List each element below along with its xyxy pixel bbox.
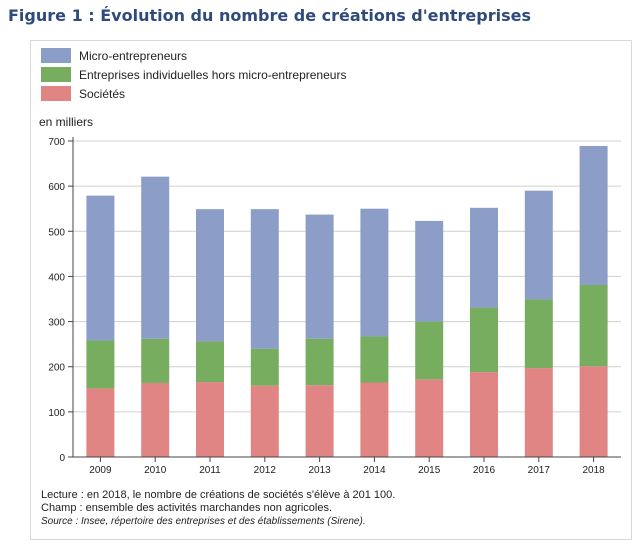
bar-segment-societes xyxy=(470,372,498,457)
legend-item-ei: Entreprises individuelles hors micro-ent… xyxy=(41,65,346,84)
legend-label-societes: Sociétés xyxy=(79,86,126,101)
chart-notes: Lecture : en 2018, le nombre de création… xyxy=(41,489,395,528)
y-tick-label: 600 xyxy=(48,182,65,193)
legend-swatch-ei xyxy=(41,67,71,82)
y-axis-unit-label: en milliers xyxy=(39,115,94,129)
bar-segment-ei xyxy=(415,321,444,380)
x-tick-label: 2009 xyxy=(89,465,112,476)
x-tick-label: 2014 xyxy=(363,465,386,476)
bar-segment-societes xyxy=(305,385,334,457)
legend-swatch-societes xyxy=(41,86,71,101)
bar-segment-societes xyxy=(579,366,608,457)
y-tick-label: 500 xyxy=(48,227,65,238)
bar-segment-societes xyxy=(86,388,115,457)
note-source: Source : Insee, répertoire des entrepris… xyxy=(41,516,366,527)
y-tick-label: 700 xyxy=(48,137,65,148)
x-tick-label: 2010 xyxy=(144,465,167,476)
bar-segment-ei xyxy=(196,341,224,383)
note-champ: Champ : ensemble des activités marchande… xyxy=(41,502,333,514)
bar-segment-micro xyxy=(305,214,334,339)
bar-segment-societes xyxy=(196,382,224,457)
legend-swatch-micro xyxy=(41,48,71,63)
bar-segment-micro xyxy=(579,145,608,286)
bar-segment-ei xyxy=(86,340,115,389)
bar-segment-societes xyxy=(415,379,444,457)
bar-segment-ei xyxy=(470,307,498,373)
x-tick-label: 2011 xyxy=(199,465,221,476)
x-tick-label: 2018 xyxy=(582,465,605,476)
chart-legend: Micro-entrepreneurs Entreprises individu… xyxy=(41,46,346,103)
bar-segment-micro xyxy=(524,190,553,300)
bar-chart: 0 100 200 300 400 500 600 700 2009 2010 2011 2012 20… xyxy=(48,137,621,476)
legend-item-societes: Sociétés xyxy=(41,84,346,103)
bar-segment-micro xyxy=(470,207,498,308)
legend-item-micro: Micro-entrepreneurs xyxy=(41,46,346,65)
legend-label-micro: Micro-entrepreneurs xyxy=(79,48,188,63)
figure-title: Figure 1 : Évolution du nombre de créati… xyxy=(8,6,532,25)
bar-segment-micro xyxy=(415,220,444,322)
bar-segment-societes xyxy=(360,382,389,457)
y-tick-label: 100 xyxy=(48,408,65,419)
bar-segment-ei xyxy=(360,336,389,383)
x-tick-label: 2012 xyxy=(254,465,277,476)
y-tick-label: 200 xyxy=(48,363,65,374)
bar-segment-ei xyxy=(250,348,279,386)
x-tick-label: 2015 xyxy=(418,465,441,476)
legend-label-ei: Entreprises individuelles hors micro-ent… xyxy=(79,67,347,82)
bar-segment-societes xyxy=(141,382,170,457)
x-tick-label: 2013 xyxy=(308,465,331,476)
bar-segment-ei xyxy=(305,338,334,386)
bar-segment-micro xyxy=(360,208,389,337)
y-tick-label: 0 xyxy=(59,453,65,464)
chart-panel: Micro-entrepreneurs Entreprises individu… xyxy=(30,40,632,540)
bar-segment-societes xyxy=(524,368,553,457)
bar-segment-ei xyxy=(579,285,608,367)
bar-segment-micro xyxy=(86,195,115,341)
bar-segment-micro xyxy=(250,209,279,349)
x-tick-label: 2017 xyxy=(528,465,551,476)
bar-segment-micro xyxy=(141,176,170,339)
bar-segment-ei xyxy=(141,338,170,383)
bar-segment-micro xyxy=(196,209,224,342)
y-tick-label: 300 xyxy=(48,318,65,329)
note-lecture: Lecture : en 2018, le nombre de création… xyxy=(41,489,396,501)
bar-segment-ei xyxy=(524,299,553,369)
bar-segment-societes xyxy=(250,385,279,457)
y-tick-label: 400 xyxy=(48,272,65,283)
x-tick-label: 2016 xyxy=(473,465,496,476)
